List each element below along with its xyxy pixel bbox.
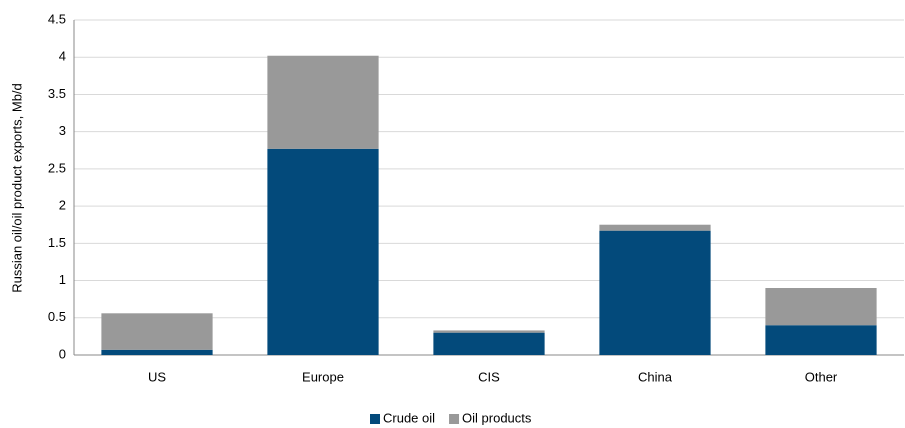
legend-label: Oil products xyxy=(462,410,532,425)
x-tick-label: CIS xyxy=(478,369,500,384)
legend-swatch xyxy=(370,414,380,424)
legend-swatch xyxy=(449,414,460,424)
legend-label: Crude oil xyxy=(383,410,435,425)
y-tick-label: 0 xyxy=(59,346,66,361)
y-tick-label: 1.5 xyxy=(48,235,66,250)
x-tick-label: China xyxy=(638,369,673,384)
bar-segment xyxy=(433,330,545,333)
bar-segment xyxy=(101,313,213,350)
y-tick-label: 3.5 xyxy=(48,86,66,101)
bar-segment xyxy=(433,332,545,355)
y-tick-label: 2.5 xyxy=(48,160,66,175)
x-tick-label: Europe xyxy=(302,369,344,384)
bar-segment xyxy=(599,230,711,355)
x-tick-label: Other xyxy=(805,369,838,384)
bar-segment xyxy=(101,349,213,355)
y-tick-label: 1 xyxy=(59,272,66,287)
bar-segment xyxy=(267,55,379,149)
y-tick-label: 2 xyxy=(59,198,66,213)
bar-segment xyxy=(599,224,711,231)
y-axis-title: Russian oil/oil product exports, Mb/d xyxy=(9,83,24,293)
x-tick-label: US xyxy=(148,369,166,384)
y-tick-label: 3 xyxy=(59,123,66,138)
bar-segment xyxy=(765,325,877,355)
y-tick-label: 4.5 xyxy=(48,11,66,26)
bar-segment xyxy=(267,148,379,355)
y-tick-label: 4 xyxy=(59,49,66,64)
bar-segment xyxy=(765,288,877,326)
y-tick-label: 0.5 xyxy=(48,309,66,324)
